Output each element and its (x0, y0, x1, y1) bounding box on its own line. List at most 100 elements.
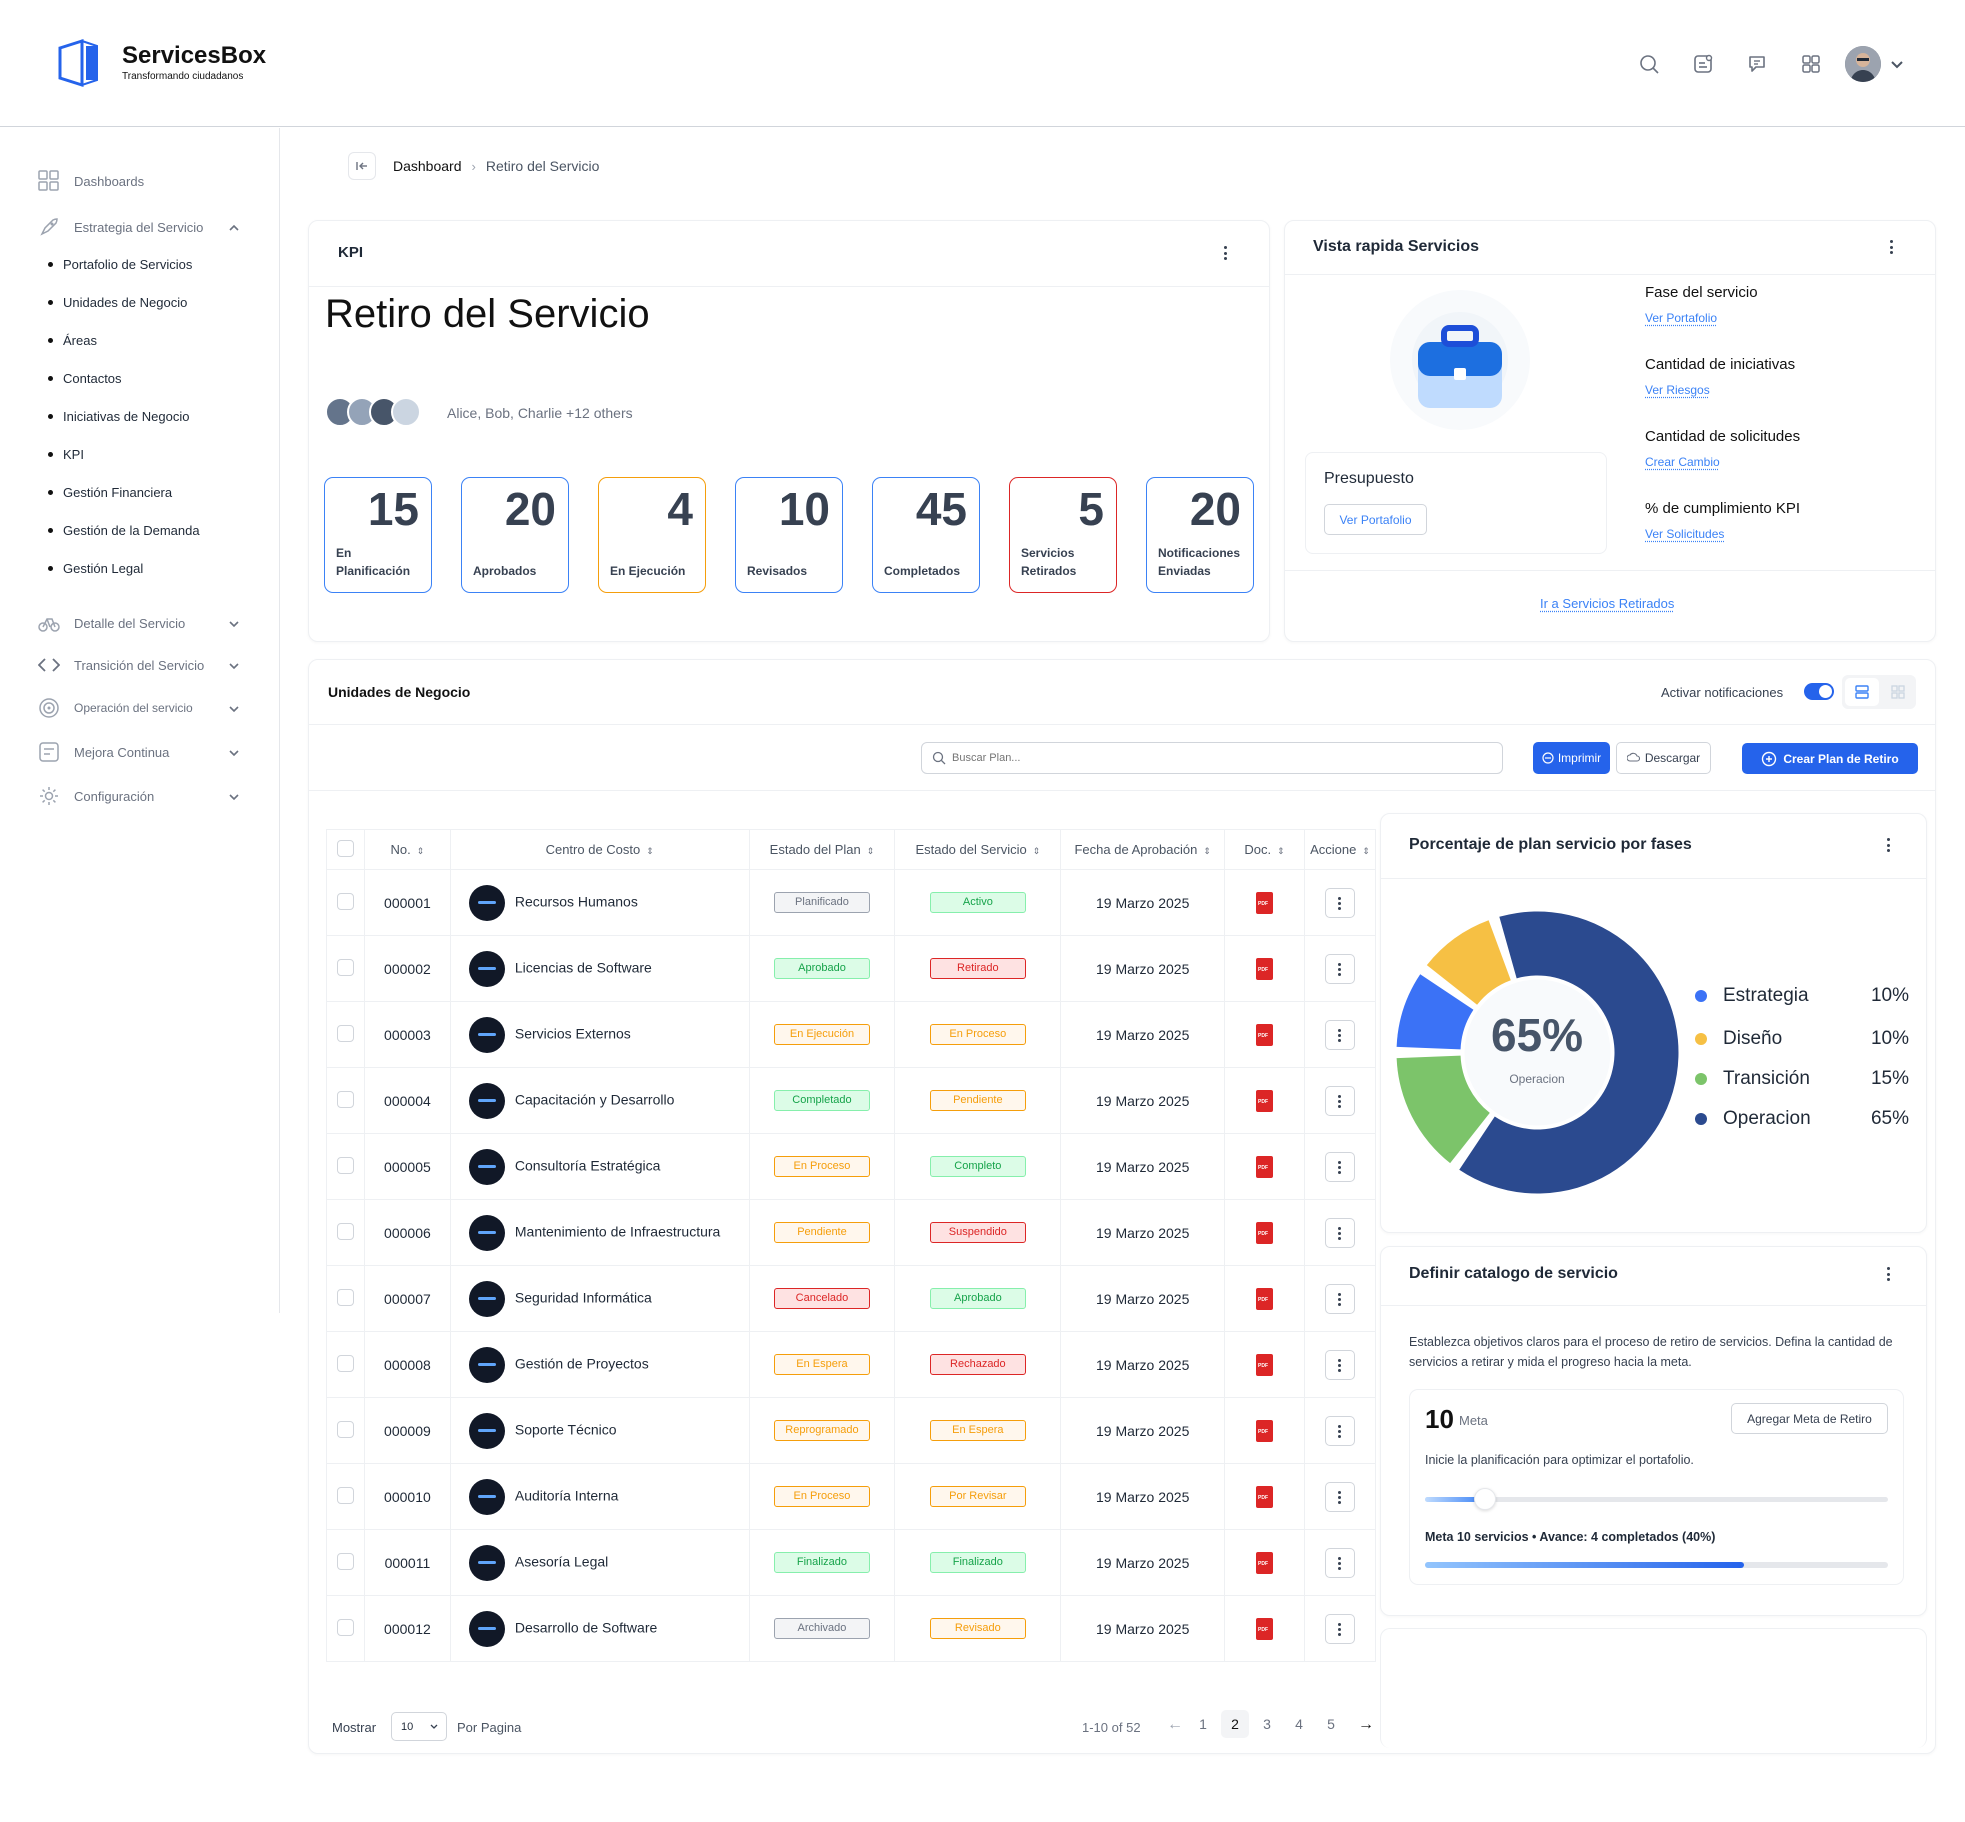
row-checkbox[interactable] (336, 1354, 354, 1372)
goal-slider-thumb[interactable] (1474, 1488, 1497, 1510)
column-header[interactable]: Doc. ⇕ (1224, 829, 1305, 870)
pdf-file-icon[interactable] (1256, 1023, 1274, 1046)
chevron-down-icon[interactable] (228, 660, 240, 672)
breadcrumb-home[interactable]: Dashboard (393, 158, 462, 174)
donut-menu-icon[interactable] (1886, 838, 1890, 852)
quick-view-menu-icon[interactable] (1889, 240, 1893, 254)
row-checkbox[interactable] (336, 892, 354, 910)
page-number[interactable]: 2 (1221, 1710, 1249, 1738)
table-row[interactable]: 000002 Licencias de Software Aprobado Retir… (326, 935, 1377, 1002)
list-view-button[interactable] (1845, 678, 1879, 706)
column-header[interactable]: Fecha de Aprobación ⇕ (1060, 829, 1226, 870)
create-retirement-plan-button[interactable]: Crear Plan de Retiro (1742, 743, 1918, 774)
kpi-menu-icon[interactable] (1223, 246, 1227, 260)
download-button[interactable]: Descargar (1616, 742, 1711, 774)
sidebar-subitem[interactable]: Gestión Financiera (48, 485, 172, 500)
go-to-retired-link[interactable]: Ir a Servicios Retirados (1540, 596, 1675, 611)
row-checkbox[interactable] (336, 1486, 354, 1504)
budget-view-portfolio-button[interactable]: Ver Portafolio (1324, 504, 1427, 535)
table-row[interactable]: 000012 Desarrollo de Software Archivado Rev… (326, 1595, 1377, 1662)
row-actions-button[interactable] (1324, 1614, 1355, 1645)
collapse-sidebar-button[interactable] (348, 152, 376, 180)
row-checkbox[interactable] (336, 1222, 354, 1240)
row-checkbox[interactable] (336, 1156, 354, 1174)
sidebar-item-estrategia[interactable]: Estrategia del Servicio (38, 216, 203, 238)
row-actions-button[interactable] (1324, 1548, 1355, 1579)
pdf-file-icon[interactable] (1256, 1617, 1274, 1640)
column-header[interactable]: Centro de Costo ⇕ (449, 829, 750, 870)
kpi-tile[interactable]: 15 En Planificación (324, 477, 432, 593)
page-number[interactable]: 3 (1263, 1716, 1271, 1732)
row-actions-button[interactable] (1324, 1020, 1355, 1051)
chevron-down-icon[interactable] (228, 747, 240, 759)
pdf-file-icon[interactable] (1256, 957, 1274, 980)
chevron-down-icon[interactable] (228, 703, 240, 715)
notes-icon[interactable] (1691, 52, 1715, 76)
pdf-file-icon[interactable] (1256, 1287, 1274, 1310)
kpi-tile[interactable]: 5 Servicios Retirados (1009, 477, 1117, 593)
print-button[interactable]: Imprimir (1533, 742, 1610, 774)
next-page-arrow-icon[interactable]: → (1358, 1716, 1374, 1733)
quick-view-item-link[interactable]: Ver Riesgos (1645, 383, 1710, 397)
row-actions-button[interactable] (1324, 1086, 1355, 1117)
table-row[interactable]: 000005 Consultoría Estratégica En Proceso C… (326, 1133, 1377, 1200)
sidebar-subitem[interactable]: Contactos (48, 371, 122, 386)
pdf-file-icon[interactable] (1256, 1551, 1274, 1574)
table-row[interactable]: 000004 Capacitación y Desarrollo Completad… (326, 1067, 1377, 1134)
pdf-file-icon[interactable] (1256, 1221, 1274, 1244)
row-actions-button[interactable] (1324, 954, 1355, 985)
user-avatar[interactable] (1845, 46, 1881, 82)
column-header[interactable]: No. ⇕ (363, 829, 451, 870)
quick-view-item-link[interactable]: Ver Portafolio (1645, 311, 1718, 325)
catalog-menu-icon[interactable] (1886, 1267, 1890, 1281)
pdf-file-icon[interactable] (1256, 1353, 1274, 1376)
chevron-down-icon[interactable] (1889, 56, 1905, 72)
prev-page-arrow-icon[interactable]: ← (1167, 1716, 1183, 1733)
page-number[interactable]: 1 (1199, 1716, 1207, 1732)
quick-view-item-link[interactable]: Crear Cambio (1645, 455, 1720, 469)
sidebar-item-mejora[interactable]: Mejora Continua (38, 741, 169, 763)
row-actions-button[interactable] (1324, 1350, 1355, 1381)
sidebar-subitem[interactable]: Unidades de Negocio (48, 295, 187, 310)
sidebar-item-dashboards[interactable]: Dashboards (38, 170, 144, 192)
donut-slice-operacion[interactable] (1459, 911, 1679, 1194)
donut-slice-estrategia[interactable] (1396, 974, 1474, 1050)
table-row[interactable]: 000003 Servicios Externos En Ejecución En P… (326, 1001, 1377, 1068)
goal-slider-track[interactable] (1425, 1497, 1888, 1502)
sidebar-item-transicion[interactable]: Transición del Servicio (38, 654, 204, 676)
search-icon[interactable] (1637, 52, 1661, 76)
kpi-tile[interactable]: 45 Completados (872, 477, 980, 593)
row-checkbox[interactable] (336, 1420, 354, 1438)
column-header[interactable]: Estado del Plan ⇕ (748, 829, 896, 870)
pdf-file-icon[interactable] (1256, 1089, 1274, 1112)
sidebar-subitem[interactable]: Gestión Legal (48, 561, 143, 576)
kpi-tile[interactable]: 10 Revisados (735, 477, 843, 593)
row-checkbox[interactable] (336, 1024, 354, 1042)
table-row[interactable]: 000009 Soporte Técnico Reprogramado En Espe… (326, 1397, 1377, 1464)
pdf-file-icon[interactable] (1256, 1419, 1274, 1442)
row-checkbox[interactable] (336, 1552, 354, 1570)
chevron-down-icon[interactable] (228, 791, 240, 803)
chevron-down-icon[interactable] (228, 618, 240, 630)
sidebar-subitem[interactable]: Portafolio de Servicios (48, 257, 192, 272)
chat-icon[interactable] (1745, 52, 1769, 76)
sidebar-subitem[interactable]: Gestión de la Demanda (48, 523, 200, 538)
kpi-tile[interactable]: 20 Notificaciones Enviadas (1146, 477, 1254, 593)
table-row[interactable]: 000010 Auditoría Interna En Proceso Por Rev… (326, 1463, 1377, 1530)
table-row[interactable]: 000001 Recursos Humanos Planificado Activo 1… (326, 869, 1377, 936)
sidebar-item-operacion[interactable]: Operación del servicio (38, 697, 193, 719)
quick-view-item-link[interactable]: Ver Solicitudes (1645, 527, 1725, 541)
chevron-up-icon[interactable] (228, 222, 240, 234)
column-header[interactable]: Accione ⇕ (1303, 829, 1377, 870)
sidebar-subitem[interactable]: KPI (48, 447, 84, 462)
row-actions-button[interactable] (1324, 888, 1355, 919)
pdf-file-icon[interactable] (1256, 891, 1274, 914)
kpi-tile[interactable]: 4 En Ejecución (598, 477, 706, 593)
row-actions-button[interactable] (1324, 1482, 1355, 1513)
row-actions-button[interactable] (1324, 1416, 1355, 1447)
column-header[interactable]: Estado del Servicio ⇕ (894, 829, 1062, 870)
search-plan-field[interactable] (921, 742, 1503, 774)
apps-grid-icon[interactable] (1799, 52, 1823, 76)
donut-slice-transición[interactable] (1396, 1055, 1490, 1164)
donut-slice-diseño[interactable] (1426, 920, 1511, 1005)
